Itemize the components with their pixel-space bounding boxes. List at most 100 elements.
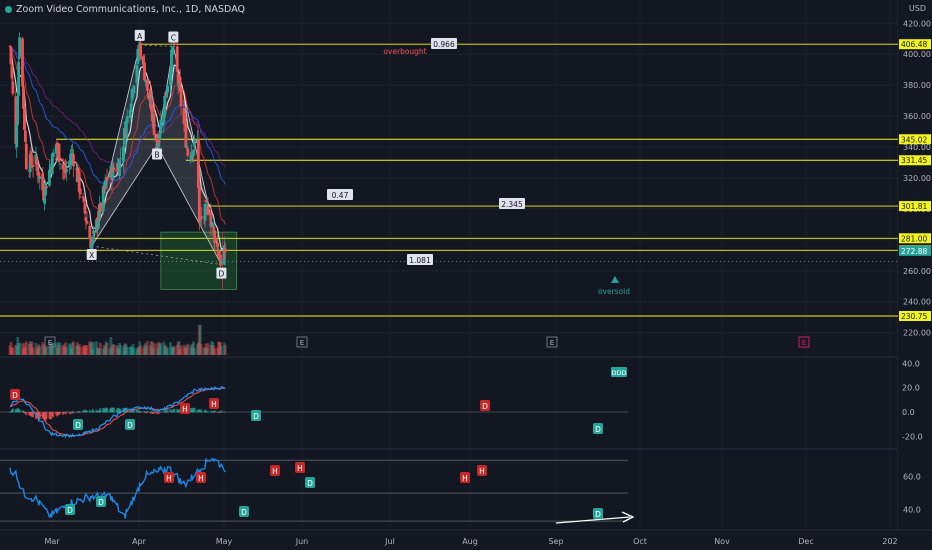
candle-body	[48, 169, 51, 186]
volume-bar	[179, 345, 183, 355]
volume-bar	[103, 346, 107, 355]
candle-body	[89, 236, 93, 249]
price-level-label: 301.81	[901, 202, 927, 211]
macd-histogram-bar	[18, 409, 21, 413]
candle-body	[17, 61, 21, 96]
macd-signal-label: D	[75, 421, 81, 430]
candle-body	[72, 154, 75, 167]
rsi-signal-badge	[295, 462, 305, 473]
macd-histogram-bar	[72, 412, 75, 414]
candle-body	[21, 38, 24, 87]
volume-bar	[35, 348, 39, 355]
volume-bar	[193, 348, 196, 355]
price-tick-label: 400.00	[903, 50, 931, 59]
volume-bar	[121, 347, 125, 355]
volume-bar	[191, 343, 194, 355]
candle-body	[41, 173, 45, 191]
volume-bar	[89, 343, 93, 355]
candle-body	[37, 171, 41, 179]
macd-histogram-bar	[25, 412, 28, 416]
candle-body	[22, 87, 25, 109]
macd-histogram-bar	[166, 409, 169, 413]
volume-bar	[218, 342, 221, 355]
pattern-ratio-badge	[499, 198, 525, 209]
last-price-tag	[899, 245, 931, 256]
macd-histogram-bar	[71, 411, 74, 413]
volume-bar	[137, 346, 141, 355]
volume-bar	[111, 344, 115, 355]
candle-body	[115, 170, 119, 172]
macd-histogram-bar	[52, 412, 55, 418]
macd-signal-badge	[180, 403, 190, 414]
volume-bar	[146, 341, 149, 355]
macd-histogram-bar	[217, 411, 220, 413]
pattern-point-label: D	[219, 270, 225, 279]
volume-bar	[163, 346, 167, 355]
volume-bar	[81, 345, 85, 355]
volume-bar	[196, 342, 200, 355]
rsi-signal-label: D	[307, 479, 313, 488]
rsi-tick-label: 40.0	[903, 506, 921, 515]
macd-histogram-bar	[58, 412, 61, 414]
volume-bar	[152, 343, 156, 355]
volume-bar	[44, 347, 47, 355]
candle-body	[139, 42, 143, 58]
price-axis[interactable]: 420.00400.00380.00360.00340.00320.00300.…	[898, 0, 932, 550]
candle-body	[175, 46, 179, 72]
time-tick-label: Dec	[798, 537, 813, 546]
candle-body	[203, 204, 207, 221]
volume-bar	[11, 347, 15, 355]
volume-bar	[24, 341, 28, 355]
candle-body	[185, 146, 189, 148]
macd-signal-label: D	[127, 421, 133, 430]
volume-bar	[189, 344, 193, 355]
volume-bar	[30, 341, 34, 355]
volume-bar	[130, 346, 134, 355]
volume-bar	[68, 343, 71, 355]
candle-body	[163, 96, 167, 116]
price-tick-label: 220.00	[903, 329, 931, 338]
candle-body	[199, 216, 203, 220]
volume-bar	[48, 346, 51, 355]
rsi-signal-badge	[477, 465, 487, 476]
volume-bar	[129, 346, 133, 355]
volume-bar	[205, 348, 209, 355]
candle-body	[155, 133, 159, 149]
candle-body	[125, 115, 129, 124]
macd-signal-badge	[251, 410, 261, 421]
volume-bar	[124, 344, 128, 355]
time-axis[interactable]: Mar Apr May Jun Jul Aug Sep Oct Nov Dec 202	[0, 529, 932, 550]
volume-bar	[166, 348, 170, 355]
volume-bar	[197, 325, 201, 355]
volume-bar	[145, 346, 148, 355]
volume-bar	[14, 344, 18, 355]
candle-body	[128, 109, 132, 118]
time-tick-label: Jul	[384, 537, 395, 546]
volume-bar	[42, 344, 46, 355]
macd-histogram-bar	[45, 412, 48, 420]
macd-tick-label: 20.0	[902, 384, 920, 393]
volume-bar	[170, 347, 173, 355]
macd-signal-badge	[480, 400, 490, 411]
candle-body	[176, 73, 180, 85]
rsi-signal-label: D	[67, 506, 73, 515]
ema-slow-blue-line	[9, 46, 226, 185]
volume-bar	[23, 346, 27, 355]
time-tick-label: Mar	[44, 537, 60, 546]
volume-bar	[76, 345, 80, 355]
candle-body	[179, 88, 183, 107]
volume-bar	[70, 348, 73, 355]
volume-bar	[217, 341, 220, 355]
candle-body	[166, 85, 170, 93]
candle-body	[55, 142, 59, 149]
earnings-marker-box	[546, 336, 558, 348]
volume-bar	[110, 346, 114, 355]
macd-signal-badge	[125, 419, 135, 430]
macd-histogram-bar	[91, 409, 94, 413]
price-tick-label: 360.00	[903, 112, 931, 121]
candle-body	[213, 230, 217, 244]
macd-histogram-bar	[106, 408, 109, 413]
